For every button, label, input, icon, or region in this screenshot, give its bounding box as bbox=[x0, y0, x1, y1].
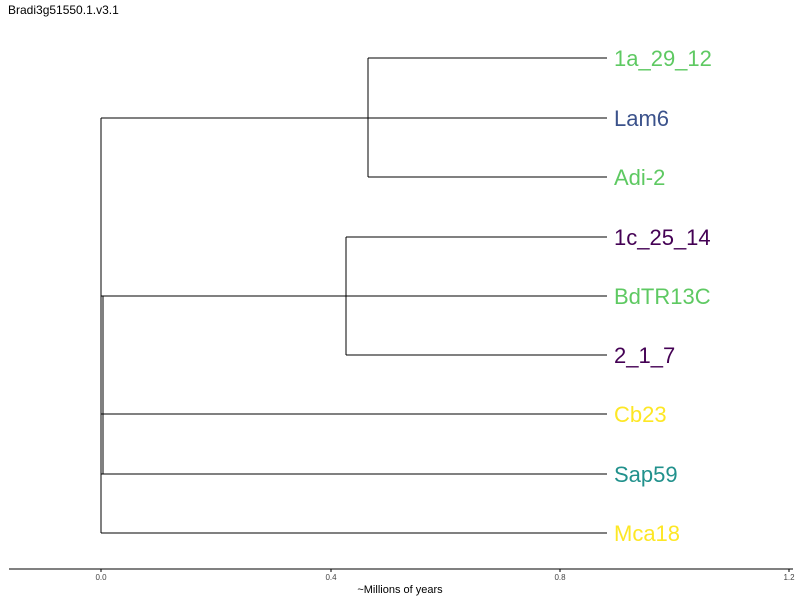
x-tick-label: 0.4 bbox=[325, 573, 337, 582]
page-title: Bradi3g51550.1.v3.1 bbox=[8, 3, 119, 17]
leaf-label: Sap59 bbox=[614, 462, 678, 487]
x-tick-label: 1.2 bbox=[783, 573, 795, 582]
leaf-label: Mca18 bbox=[614, 521, 680, 546]
leaf-label: Adi-2 bbox=[614, 165, 665, 190]
leaf-label: BdTR13C bbox=[614, 284, 711, 309]
x-tick-label: 0.0 bbox=[95, 573, 107, 582]
leaf-labels: 1a_29_12 Lam6 Adi-2 1c_25_14 BdTR13C 2_1… bbox=[614, 46, 712, 546]
leaf-label: Lam6 bbox=[614, 106, 669, 131]
leaf-label: 1c_25_14 bbox=[614, 225, 711, 250]
leaf-label: Cb23 bbox=[614, 402, 667, 427]
x-axis: 0.0 0.4 0.8 1.2 ~Millions of years bbox=[9, 568, 795, 596]
x-axis-title: ~Millions of years bbox=[357, 584, 443, 596]
leaf-label: 2_1_7 bbox=[614, 343, 675, 368]
x-tick-label: 0.8 bbox=[554, 573, 566, 582]
leaf-label: 1a_29_12 bbox=[614, 46, 712, 71]
tree-branches bbox=[100, 57, 607, 534]
